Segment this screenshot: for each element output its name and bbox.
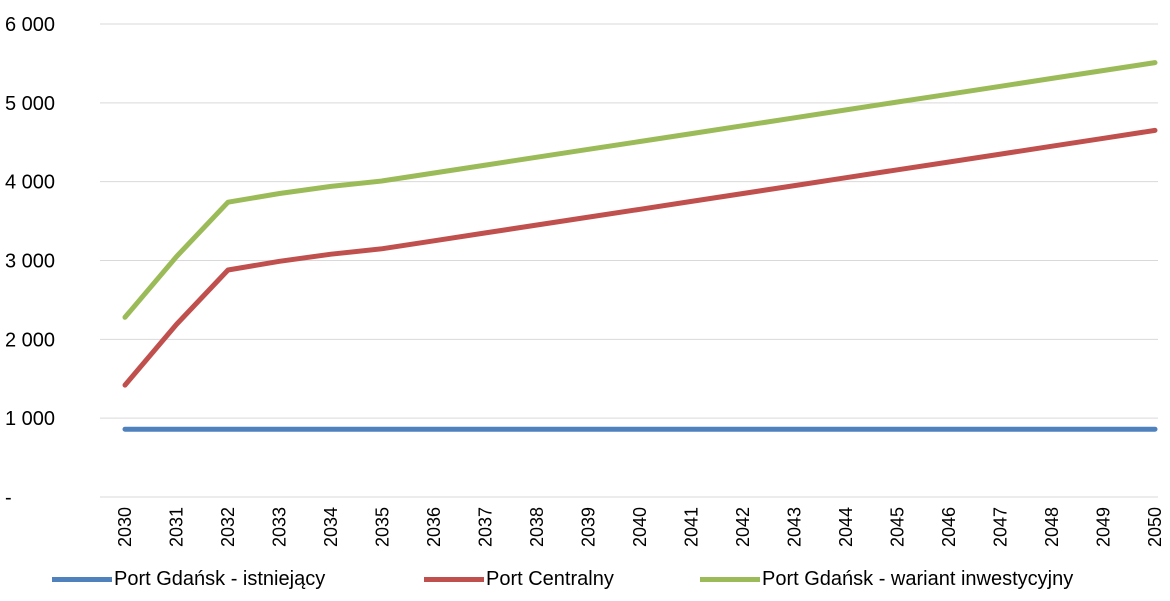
x-tick-label: 2043 [785, 507, 805, 547]
legend-label-existing: Port Gdańsk - istniejący [114, 567, 326, 590]
x-tick-label: 2039 [579, 507, 599, 547]
series-line-2 [122, 60, 1158, 320]
x-tick-label: 2034 [321, 507, 341, 547]
y-tick-label: 3 000 [5, 251, 55, 273]
y-tick-label: 4 000 [5, 172, 55, 194]
y-tick-label: 1 000 [5, 408, 55, 430]
gridlines [100, 23, 1158, 498]
legend: Port Gdańsk - istniejący Port Centralny … [0, 562, 1170, 596]
x-tick-label: 2037 [476, 507, 496, 547]
x-tick-label: 2045 [888, 507, 908, 547]
series-lines [122, 60, 1158, 432]
x-tick-label: 2031 [167, 507, 187, 547]
x-tick-label: 2044 [836, 507, 856, 547]
x-tick-label: 2046 [939, 507, 959, 547]
x-tick-label: 2033 [270, 507, 290, 547]
line-chart: - 1 000 2 000 3 000 4 000 5 000 6 000 2030 2031… [5, 14, 1165, 547]
series-line-1 [122, 127, 1158, 388]
legend-item-investment: Port Gdańsk - wariant inwestycyjny [700, 562, 1073, 596]
legend-swatch-central [424, 576, 484, 582]
x-tick-label: 2047 [991, 507, 1011, 547]
legend-label-investment: Port Gdańsk - wariant inwestycyjny [762, 567, 1074, 590]
legend-label-central: Port Centralny [486, 567, 614, 590]
x-tick-label: 2030 [115, 507, 135, 547]
legend-item-existing: Port Gdańsk - istniejący [52, 562, 325, 596]
x-tick-label: 2036 [424, 507, 444, 547]
x-tick-label: 2048 [1042, 507, 1062, 547]
x-tick-label: 2050 [1145, 507, 1165, 547]
x-tick-label: 2040 [630, 507, 650, 547]
x-tick-label: 2041 [682, 507, 702, 547]
x-tick-label: 2038 [527, 507, 547, 547]
x-axis-ticks: 2030 2031 2032 2033 2034 2035 2036 2037 2038 2039… [115, 507, 1165, 547]
y-tick-label: 2 000 [5, 329, 55, 351]
x-tick-label: 2032 [218, 507, 238, 547]
x-tick-label: 2035 [373, 507, 393, 547]
x-tick-label: 2049 [1094, 507, 1114, 547]
y-tick-label: - [5, 487, 12, 509]
legend-swatch-existing [52, 576, 112, 582]
legend-swatch-investment [700, 576, 760, 582]
y-tick-label: 5 000 [5, 93, 55, 115]
y-axis-ticks: - 1 000 2 000 3 000 4 000 5 000 6 000 [5, 14, 55, 509]
y-tick-label: 6 000 [5, 14, 55, 36]
legend-item-central: Port Centralny [424, 562, 614, 596]
x-tick-label: 2042 [733, 507, 753, 547]
